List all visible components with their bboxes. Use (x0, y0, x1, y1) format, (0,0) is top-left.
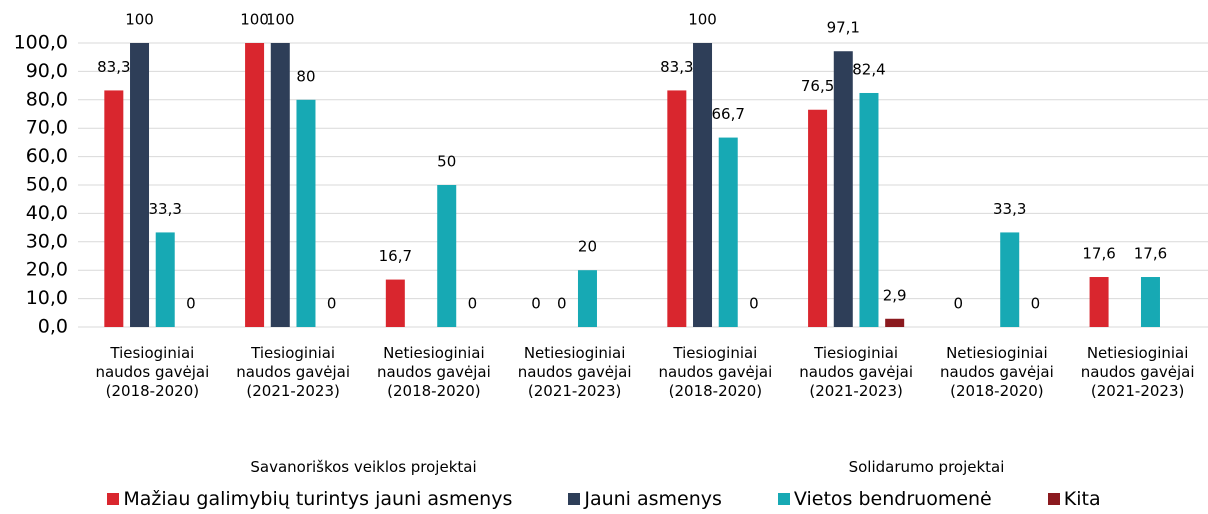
y-tick-label: 30,0 (26, 230, 68, 252)
y-tick-label: 100,0 (14, 32, 68, 54)
data-label: 0 (1031, 295, 1041, 313)
bar (667, 90, 687, 327)
legend-label: Jauni asmenys (584, 488, 722, 510)
y-tick-label: 10,0 (26, 287, 68, 309)
y-tick-label: 20,0 (26, 259, 68, 281)
legend-swatch (107, 493, 120, 505)
legend-swatch (777, 493, 790, 505)
legend-swatch (568, 493, 581, 505)
x-tick-label: Netiesioginiai naudos gavėjai (2018-2020… (939, 344, 1054, 400)
data-label: 0 (186, 295, 196, 313)
legend-label: Mažiau galimybių turintys jauni asmenys (123, 488, 513, 510)
legend-label: Vietos bendruomenė (793, 488, 992, 510)
data-label: 80 (296, 67, 315, 85)
y-tick-label: 70,0 (26, 117, 68, 139)
y-tick-label: 80,0 (26, 88, 68, 110)
bar (885, 318, 905, 327)
x-tick-label: Tiesioginiai naudos gavėjai (2021-2023) (236, 344, 351, 400)
x-tick-label: Netiesioginiai naudos gavėjai (2021-2023… (1080, 344, 1195, 400)
bar (1000, 232, 1020, 327)
data-label: 0 (327, 295, 337, 313)
data-label: 17,6 (1082, 245, 1115, 263)
x-tick-label: Netiesioginiai naudos gavėjai (2021-2023… (517, 344, 632, 400)
y-tick-label: 0,0 (38, 316, 68, 338)
legend-label: Kita (1063, 488, 1101, 510)
data-label: 0 (468, 295, 478, 313)
bar (270, 43, 290, 327)
data-label: 33,3 (993, 200, 1026, 218)
data-label: 82,4 (852, 60, 885, 78)
legend: Mažiau galimybių turintys jauni asmenys J… (0, 488, 1208, 510)
data-label: 76,5 (801, 77, 834, 95)
x-tick-label: Netiesioginiai naudos gavėjai (2018-2020… (376, 344, 491, 400)
legend-item: Jauni asmenys (568, 488, 722, 510)
bar (808, 109, 828, 328)
x-tick-label: Tiesioginiai naudos gavėjai (2018-2020) (95, 344, 210, 400)
bar (296, 99, 316, 327)
group-label: Savanoriškos veiklos projektai (250, 458, 477, 476)
data-label: 66,7 (712, 105, 745, 123)
x-tick-label: Tiesioginiai naudos gavėjai (2021-2023) (799, 344, 914, 400)
data-label: 97,1 (827, 19, 860, 37)
legend-swatch (1047, 493, 1060, 505)
data-label: 50 (437, 153, 456, 171)
data-label: 100 (240, 11, 269, 29)
data-label: 100 (125, 11, 154, 29)
y-tick-label: 90,0 (26, 60, 68, 82)
data-label: 33,3 (149, 200, 182, 218)
bar (104, 90, 124, 327)
data-label: 20 (578, 238, 597, 256)
bar (1089, 277, 1109, 327)
bar (718, 137, 738, 327)
legend-item: Mažiau galimybių turintys jauni asmenys (107, 488, 512, 510)
y-tick-label: 40,0 (26, 202, 68, 224)
bar (859, 92, 879, 327)
bar (155, 232, 175, 327)
y-tick-label: 60,0 (26, 145, 68, 167)
data-label: 16,7 (379, 247, 412, 265)
data-label: 2,9 (883, 286, 907, 304)
bar (577, 270, 597, 327)
legend-item: Vietos bendruomenė (777, 488, 992, 510)
group-label: Solidarumo projektai (848, 458, 1005, 476)
data-label: 17,6 (1134, 245, 1167, 263)
bar (130, 43, 150, 327)
y-tick-label: 50,0 (26, 174, 68, 196)
data-label: 0 (749, 295, 759, 313)
data-label: 0 (531, 295, 541, 313)
bar (833, 51, 853, 328)
x-tick-label: Tiesioginiai naudos gavėjai (2018-2020) (658, 344, 773, 400)
bar (693, 43, 713, 327)
data-label: 83,3 (97, 58, 130, 76)
bar (245, 43, 265, 327)
bar (437, 185, 457, 327)
data-label: 83,3 (660, 58, 693, 76)
data-label: 100 (266, 11, 295, 29)
data-label: 100 (688, 11, 717, 29)
bar (385, 279, 405, 327)
legend-item: Kita (1047, 488, 1101, 510)
data-label: 0 (557, 295, 567, 313)
data-label: 0 (954, 295, 964, 313)
bar (1140, 277, 1160, 327)
